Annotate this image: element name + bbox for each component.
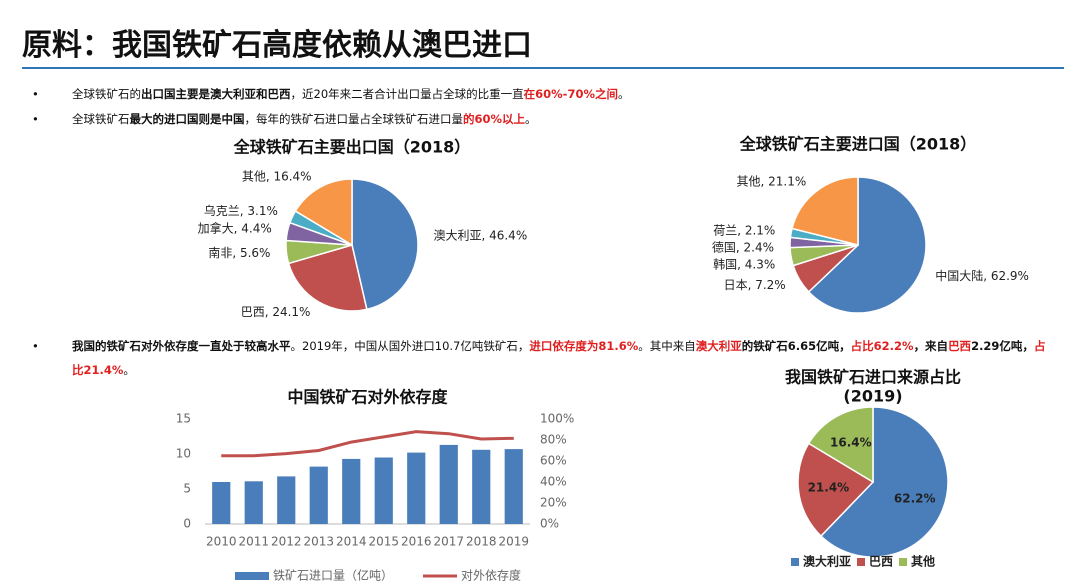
x-tick-label: 2011 xyxy=(238,535,269,549)
bullet-text: 进口依存度为81.6% xyxy=(529,339,639,353)
bullet-text: 占比62.2% xyxy=(850,339,914,353)
y-tick-label: 0 xyxy=(183,517,191,531)
chart-title: 我国铁矿石进口来源占比 xyxy=(785,368,961,387)
pie-slice: 澳大利亚 xyxy=(819,406,949,558)
x-tick-label: 2018 xyxy=(466,535,497,549)
bullet-text: 。 xyxy=(617,87,630,101)
data-label: 中国大陆, 62.9% xyxy=(935,268,1029,283)
bullet-text: 2.29亿吨， xyxy=(971,339,1034,353)
y-tick-label: 5 xyxy=(183,482,191,496)
data-label: 澳大利亚, 46.4% xyxy=(433,229,527,243)
bullet-text: 最大的进口国则是中国 xyxy=(129,112,245,126)
pie-slice: 巴西 xyxy=(797,442,875,538)
data-label: 其他, 21.1% xyxy=(737,174,807,188)
bar xyxy=(244,481,263,524)
bullet-text: 的铁矿石6.65亿吨， xyxy=(741,339,851,353)
legend-swatch xyxy=(791,558,799,566)
data-label: 16.4% xyxy=(830,435,872,449)
y2-tick-label: 100% xyxy=(540,412,574,426)
pie-slice: 其他 xyxy=(791,176,859,246)
legend-label: 澳大利亚 xyxy=(803,554,851,569)
legend-label: 对外依存度 xyxy=(461,568,521,583)
bullet: 我国的铁矿石对外依存度一直处于较高水平。2019年，中国从国外进口10.7亿吨铁… xyxy=(32,334,1052,382)
chart-title: 全球铁矿石主要进口国（2018） xyxy=(739,135,977,154)
bar xyxy=(472,449,491,524)
pie-slice: 中国大陆 xyxy=(807,176,927,314)
bullet-text: 澳大利亚 xyxy=(695,339,742,353)
y2-tick-label: 80% xyxy=(540,433,567,447)
bullet-text: 的60%以上 xyxy=(463,112,526,126)
bullet: 全球铁矿石的出口国主要是澳大利亚和巴西，近20年来二者合计出口量占全球的比重一直… xyxy=(32,82,1052,106)
bar xyxy=(277,476,296,524)
bar xyxy=(504,449,523,524)
y-tick-label: 10 xyxy=(176,447,191,461)
data-label: 日本, 7.2% xyxy=(724,278,786,292)
bar xyxy=(342,458,361,524)
bullet-text: 全球铁矿石 xyxy=(72,112,130,126)
legend-label: 巴西 xyxy=(869,555,893,569)
bullet-text: 。 xyxy=(525,112,537,126)
data-label: 德国, 2.4% xyxy=(712,239,774,254)
chart-title: 全球铁矿石主要出口国（2018） xyxy=(233,138,471,157)
x-tick-label: 2014 xyxy=(336,535,367,549)
data-label: 荷兰, 2.1% xyxy=(713,223,775,237)
x-tick-label: 2019 xyxy=(498,535,529,549)
data-label: 21.4% xyxy=(808,480,850,494)
bar xyxy=(439,444,458,524)
bullet-text: 出口国主要是澳大利亚和巴西 xyxy=(141,87,291,101)
bullet-text: ，每年的铁矿石进口量占全球铁矿石进口量 xyxy=(244,112,464,126)
legend-swatch xyxy=(235,572,269,580)
bullet-text: 。2019年，中国从国外进口10.7亿吨铁矿石， xyxy=(290,339,530,353)
bullet-text: ，来自 xyxy=(913,339,949,353)
x-tick-label: 2012 xyxy=(271,535,302,549)
bullet-text: 在60%-70%之间 xyxy=(523,87,618,101)
y2-tick-label: 60% xyxy=(540,454,567,468)
bullet-text: 全球铁矿石的 xyxy=(72,87,141,101)
data-label: 乌克兰, 3.1% xyxy=(204,203,278,218)
bullet: 全球铁矿石最大的进口国则是中国，每年的铁矿石进口量占全球铁矿石进口量的60%以上… xyxy=(32,107,1052,131)
pie-slice: 其他 xyxy=(294,178,353,247)
y-tick-label: 15 xyxy=(176,412,191,426)
legend-label: 铁矿石进口量（亿吨） xyxy=(273,568,393,583)
x-tick-label: 2016 xyxy=(401,535,432,549)
x-tick-label: 2013 xyxy=(303,535,334,549)
y2-tick-label: 20% xyxy=(540,496,567,510)
pie-slice: 其他 xyxy=(807,406,874,484)
bullet-text: 占比21.4% xyxy=(72,339,1046,377)
data-label: 加拿大, 4.4% xyxy=(198,220,272,235)
bar xyxy=(309,466,328,524)
chart-title: (2019) xyxy=(843,387,902,406)
bar xyxy=(374,457,393,524)
y2-tick-label: 40% xyxy=(540,475,567,489)
x-tick-label: 2010 xyxy=(206,535,237,549)
bullet-text: 。其中来自 xyxy=(638,339,696,353)
bar xyxy=(212,482,231,524)
bullet-text: 巴西 xyxy=(948,339,972,353)
title-rule xyxy=(22,67,1064,69)
legend-swatch xyxy=(899,558,908,566)
legend-swatch xyxy=(857,558,866,566)
data-label: 南非, 5.6% xyxy=(208,245,270,260)
data-label: 62.2% xyxy=(894,491,936,505)
legend-label: 其他 xyxy=(911,554,935,569)
bar xyxy=(407,452,426,524)
y2-tick-label: 0% xyxy=(540,517,559,531)
pie-slice: 巴西 xyxy=(287,244,368,312)
bullet-text: ，近20年来二者合计出口量占全球的比重一直 xyxy=(290,87,524,101)
pie-slice: 澳大利亚 xyxy=(351,178,419,311)
bullet-text: 我国的铁矿石对外依存度一直处于较高水平 xyxy=(72,339,291,353)
data-label: 韩国, 4.3% xyxy=(713,256,775,271)
x-tick-label: 2017 xyxy=(433,535,464,549)
bullet-text: 。 xyxy=(123,363,135,377)
data-label: 巴西, 24.1% xyxy=(241,305,311,319)
chart-title: 中国铁矿石对外依存度 xyxy=(287,388,448,407)
x-tick-label: 2015 xyxy=(368,535,399,549)
data-label: 其他, 16.4% xyxy=(242,170,312,184)
slide-title: 原料：我国铁矿石高度依赖从澳巴进口 xyxy=(22,28,532,63)
line xyxy=(221,430,514,458)
